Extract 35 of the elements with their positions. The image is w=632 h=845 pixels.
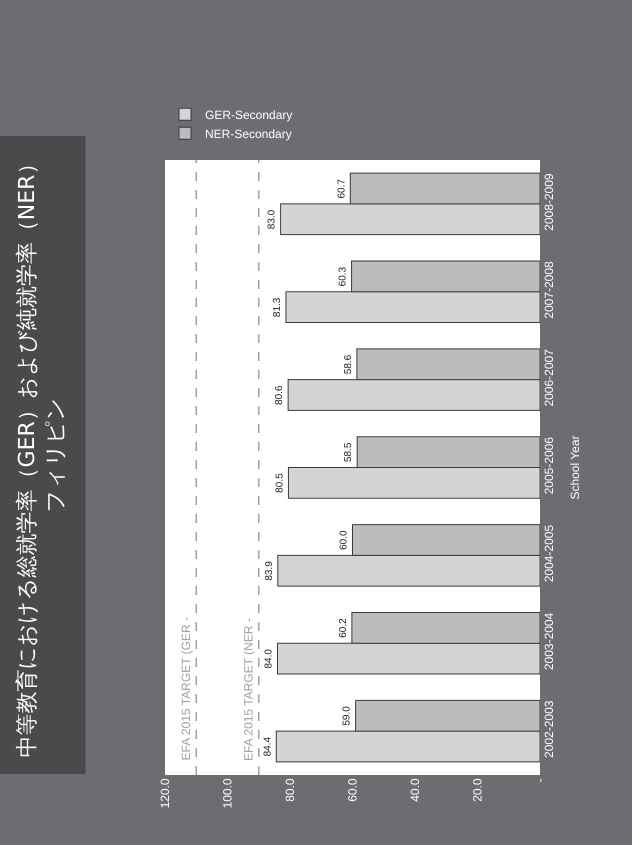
ref-line-label: EFA 2015 TARGET (GER -	[179, 617, 194, 760]
legend-label: GER-Secondary	[205, 108, 292, 122]
text: 中等教育における総就学率（GER）および純就学率（NER）	[14, 152, 40, 758]
y-axis-title: School Year	[568, 435, 582, 500]
ref-line-label: EFA 2015 TARGET (NER -	[242, 618, 256, 761]
data-label: 58.6	[342, 354, 354, 374]
data-label: 84.4	[262, 736, 274, 756]
data-label: 59.0	[342, 706, 353, 726]
y-tick-label: 2008-2009	[542, 173, 556, 231]
x-tick-label: 40.0	[408, 778, 422, 802]
x-tick-label: 120.0	[158, 778, 172, 808]
x-tick-label: 60.0	[345, 778, 360, 802]
data-label: 58.5	[343, 442, 354, 462]
data-label: 81.3	[272, 297, 283, 318]
legend-label: NER-Secondary	[205, 126, 292, 141]
x-tick-label: 100.0	[220, 778, 234, 808]
data-label: 60.0	[338, 530, 350, 550]
y-tick-label: 2007-2008	[542, 260, 556, 319]
text: フィリピン	[44, 398, 69, 513]
data-label: 80.6	[274, 385, 286, 405]
y-tick-label: 2004-2005	[542, 524, 556, 582]
x-tick-label: 20.0	[470, 778, 484, 802]
x-tick-label: -	[532, 778, 547, 782]
y-tick-label: 2002-2003	[542, 700, 556, 758]
data-label: 80.5	[274, 472, 286, 493]
y-tick-label: 2006-2007	[542, 348, 556, 407]
data-label: 60.7	[336, 178, 348, 199]
data-label: 60.2	[338, 618, 349, 638]
x-tick-label: 80.0	[282, 778, 297, 802]
data-label: 60.3	[338, 266, 349, 286]
y-tick-label: 2005-2006	[542, 436, 556, 494]
y-tick-label: 2003-2004	[542, 612, 556, 670]
data-label: 83.0	[266, 209, 278, 230]
data-label: 84.0	[264, 648, 274, 669]
data-label: 83.9	[264, 560, 275, 581]
